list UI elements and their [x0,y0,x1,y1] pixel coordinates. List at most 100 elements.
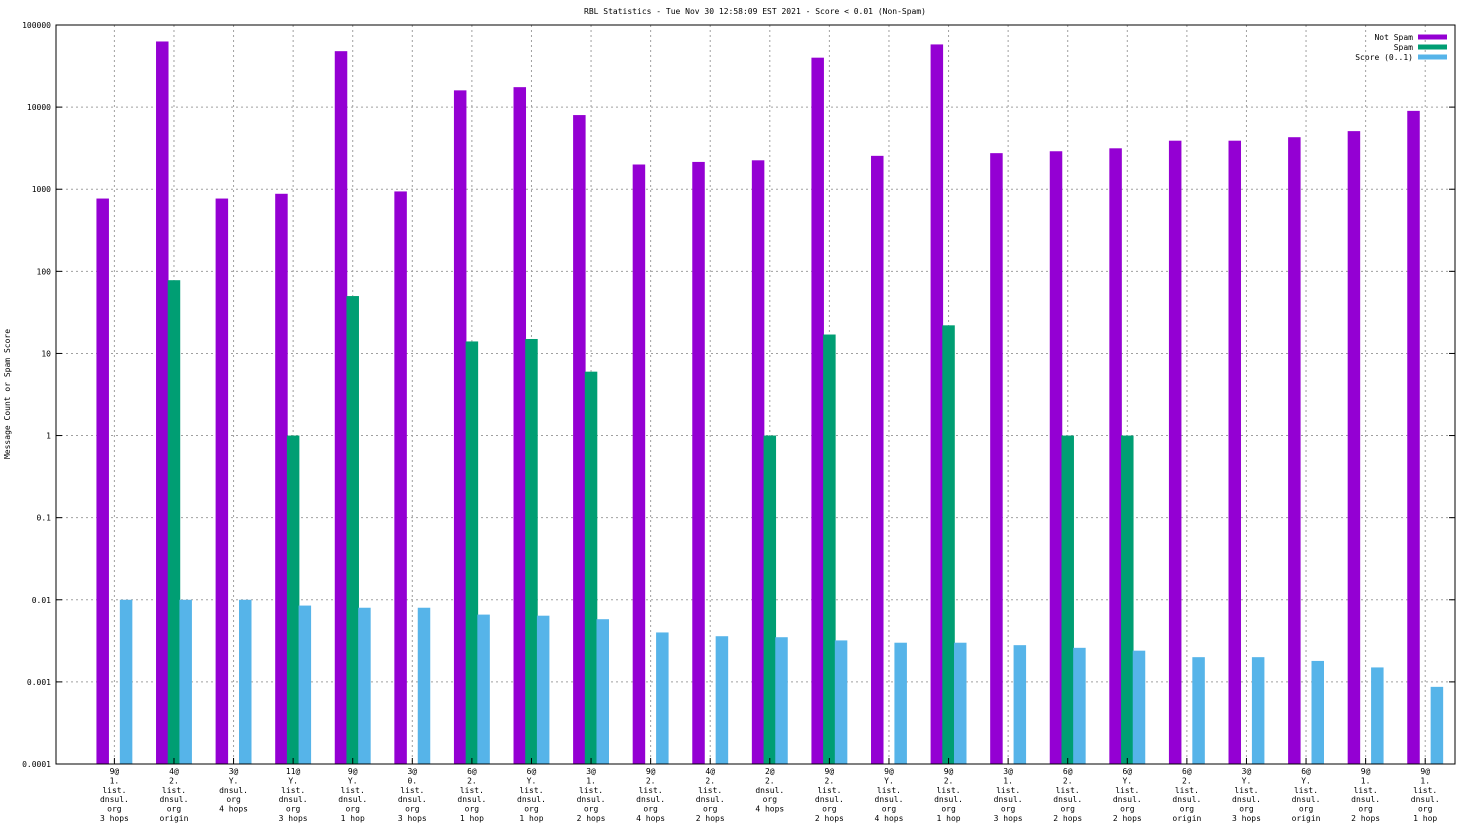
x-tick-label: 9@ 2. list. dnsul. org 1 hop [934,767,963,823]
x-tick-label: 4@ 2. list. dnsul. org origin [160,767,189,823]
x-tick-label: 4@ 2. list. dnsul. org 2 hops [696,767,725,823]
bar-not-spam [1049,151,1063,764]
x-tick-label: 3@ 0. list. dnsul. org 3 hops [398,767,427,823]
bar-score-0-1 [417,607,431,764]
bar-spam [1121,435,1134,764]
bar-spam [584,371,598,764]
bar-not-spam [751,160,765,764]
bar-score-0-1 [834,640,848,764]
bar-not-spam [96,198,109,764]
bar-not-spam [453,90,467,765]
bar-score-0-1 [119,599,133,764]
bar-score-0-1 [953,642,967,764]
y-tick-label: 1000 [32,185,51,194]
bar-score-0-1 [1132,650,1146,764]
x-tick-label: 9@ 2. list. dnsul. org 4 hops [636,767,665,823]
y-tick-label: 10000 [27,103,51,112]
bar-score-0-1 [1251,657,1265,764]
x-tick-label: 9@ 1. list. dnsul. org 3 hops [100,767,129,823]
y-tick-label: 0.01 [32,596,51,605]
x-tick-label: 9@ 1. list. dnsul. org 2 hops [1351,767,1380,823]
bar-score-0-1 [894,642,907,764]
bar-not-spam [930,44,944,765]
x-axis-ticks: 9@ 1. list. dnsul. org 3 hops 4@ 2. list. dnsul. o… [100,758,1440,823]
bar-spam [1061,435,1074,764]
x-tick-label: 3@ Y. dnsul. org 4 hops [219,767,248,814]
y-tick-label: 0.001 [27,678,51,687]
y-tick-label: 0.0001 [22,760,51,769]
bar-not-spam [513,87,527,765]
bar-spam [525,338,538,764]
y-tick-label: 1 [46,432,51,441]
bar-score-0-1 [1192,657,1205,764]
bar-not-spam [811,57,824,765]
x-tick-label: 9@ 2. list. dnsul. org 2 hops [815,767,844,823]
x-tick-label: 6@ 2. list. dnsul. org 1 hop [457,767,486,823]
y-tick-label: 100000 [22,21,51,30]
bar-spam [823,334,836,764]
bar-score-0-1 [1073,647,1086,764]
bar-score-0-1 [239,599,252,764]
bar-score-0-1 [656,632,669,764]
bar-score-0-1 [775,637,788,764]
bars [96,41,1444,765]
legend-swatch [1418,34,1447,40]
x-tick-label: 6@ 2. list. dnsul. org 2 hops [1053,767,1082,823]
x-tick-label: 6@ Y. list. dnsul. org 2 hops [1113,767,1142,823]
bar-score-0-1 [536,615,550,764]
bar-score-0-1 [179,599,192,764]
bar-not-spam [156,41,169,764]
x-tick-label: 11@ Y. list. dnsul. org 3 hops [279,767,308,823]
bar-spam [286,435,300,764]
y-axis-label: Message Count or Spam Score [3,329,12,459]
x-tick-label: 2@ 2. dnsul. org 4 hops [755,767,784,814]
bar-score-0-1 [596,619,610,764]
chart-title: RBL Statistics - Tue Nov 30 12:58:09 EST… [584,7,926,16]
x-tick-label: 6@ Y. list. dnsul. org origin [1292,767,1321,823]
bar-not-spam [215,198,229,764]
bar-score-0-1 [298,605,312,764]
bar-score-0-1 [1311,660,1324,764]
x-tick-label: 6@ Y. list. dnsul. org 1 hop [517,767,546,823]
x-tick-label: 9@ 1. list. dnsul. org 1 hop [1411,767,1440,823]
bar-not-spam [1407,110,1420,765]
bar-not-spam [1168,140,1182,764]
bar-not-spam [692,161,705,765]
x-tick-label: 9@ Y. list. dnsul. org 4 hops [875,767,904,823]
bar-not-spam [394,191,407,765]
bar-spam [763,435,777,764]
y-tick-label: 0.1 [37,514,52,523]
x-tick-label: 6@ 2. list. dnsul. org origin [1172,767,1201,823]
legend-label: Score (0..1) [1355,53,1413,62]
bar-not-spam [1228,140,1242,764]
bar-score-0-1 [358,607,371,764]
bar-score-0-1 [1013,645,1027,764]
x-tick-label: 3@ Y. list. dnsul. org 3 hops [1232,767,1261,823]
bar-not-spam [334,51,348,764]
legend-label: Spam [1394,43,1413,52]
bar-score-0-1 [477,614,490,764]
y-tick-label: 10 [41,349,51,358]
legend-swatch [1418,54,1447,60]
bar-not-spam [1288,137,1301,765]
bar-spam [465,341,479,764]
bar-not-spam [990,153,1003,764]
bar-not-spam [1109,148,1122,764]
bar-spam [167,280,181,764]
bar-score-0-1 [1371,667,1384,764]
x-tick-label: 3@ 1. list. dnsul. org 2 hops [577,767,606,823]
legend-label: Not Spam [1374,33,1413,42]
bar-not-spam [275,193,288,764]
bar-not-spam [1347,131,1361,764]
y-tick-label: 100 [37,267,52,276]
bar-not-spam [632,164,646,764]
legend-swatch [1418,44,1447,50]
bar-not-spam [573,115,586,765]
bar-score-0-1 [1430,686,1444,764]
plot-frame [55,24,1456,765]
bar-not-spam [871,155,884,764]
bar-spam [346,296,359,764]
bar-score-0-1 [715,636,729,764]
